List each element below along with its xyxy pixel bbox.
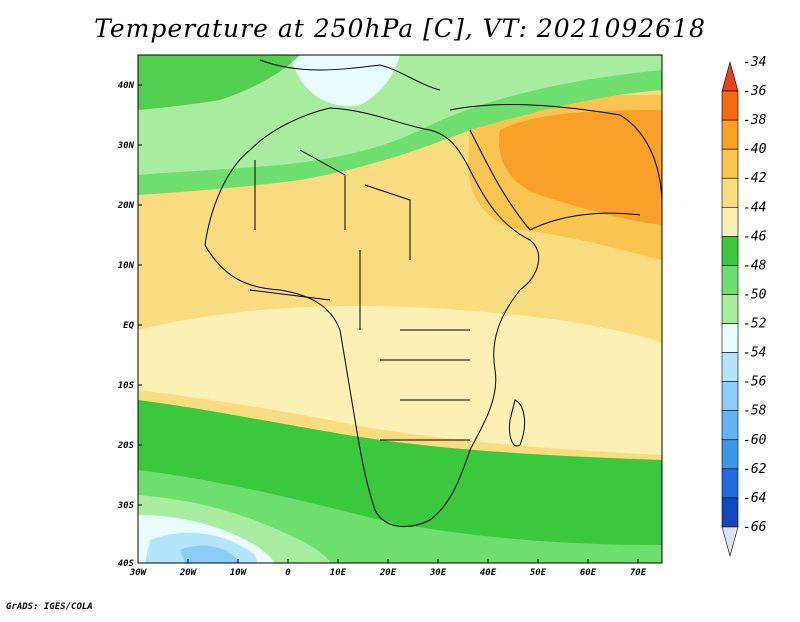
colorbar-label: -44 xyxy=(743,200,766,215)
coastlines xyxy=(204,59,662,528)
colorbar-swatch xyxy=(721,439,739,470)
lon-tick-label: 10W xyxy=(230,568,248,578)
colorbar-label: -58 xyxy=(743,404,767,419)
map-frame xyxy=(137,54,663,564)
colorbar-swatch xyxy=(721,90,739,121)
colorbar-swatch xyxy=(721,410,739,441)
colorbar-label: -42 xyxy=(743,171,767,186)
colorbar: -34 -36 -38 -40 -42 -44 -46 -48 -50 -52 -54 -56 -58 -… xyxy=(721,55,767,558)
lon-tick-label: 60E xyxy=(580,568,597,578)
colorbar-swatch xyxy=(721,497,739,528)
lon-tick-label: 20W xyxy=(179,568,198,578)
lat-tick-label: 10N xyxy=(118,261,135,271)
lat-tick-label: 40S xyxy=(118,559,135,569)
colorbar-swatch xyxy=(721,265,739,295)
temperature-field xyxy=(138,55,662,563)
colorbar-label: -48 xyxy=(743,258,767,273)
colorbar-swatch xyxy=(721,468,739,499)
colorbar-label: -36 xyxy=(743,84,767,99)
chart-title: Temperature at 250hPa [C], VT: 202109261… xyxy=(94,14,706,43)
colorbar-swatch xyxy=(721,323,739,353)
colorbar-label: -56 xyxy=(743,375,767,390)
lon-tick-label: 30W xyxy=(129,568,148,578)
lat-tick-label: 30N xyxy=(117,141,135,151)
lon-tick-label: 30E xyxy=(429,568,447,578)
colorbar-label: -54 xyxy=(743,346,766,361)
colorbar-label: -62 xyxy=(743,462,767,477)
lat-tick-label: 20N xyxy=(117,201,135,211)
colorbar-swatch xyxy=(721,352,739,382)
colorbar-label: -34 xyxy=(743,55,766,70)
colorbar-label: -40 xyxy=(743,142,767,157)
colorbar-swatch xyxy=(721,177,739,208)
colorbar-swatch xyxy=(721,236,739,266)
lat-tick-label: 30S xyxy=(117,501,135,511)
colorbar-label: -50 xyxy=(743,287,767,302)
colorbar-label: -60 xyxy=(743,433,767,448)
lon-tick-label: 0 xyxy=(285,568,291,578)
lon-tick-label: 50E xyxy=(530,568,547,578)
colorbar-label: -64 xyxy=(743,491,766,506)
lat-tick-label: 20S xyxy=(117,441,135,451)
colorbar-label: -66 xyxy=(743,520,767,535)
colorbar-bottom-arrow xyxy=(721,526,739,558)
colorbar-swatch xyxy=(721,148,739,179)
lat-tick-label: 40N xyxy=(118,81,135,91)
lat-tick-label: EQ xyxy=(123,321,134,331)
lon-tick-label: 40E xyxy=(480,568,497,578)
colorbar-label: -52 xyxy=(743,317,767,332)
colorbar-swatch xyxy=(721,206,739,237)
colorbar-label: -46 xyxy=(743,229,767,244)
lon-tick-label: 20E xyxy=(379,568,397,578)
grads-credit: GrADS: IGES/COLA xyxy=(6,602,93,612)
longitude-axis: 30W 20W 10W 0 10E 20E 30E 40E 50E 60E 70E xyxy=(129,559,647,578)
colorbar-swatch xyxy=(721,381,739,412)
lat-tick-label: 10S xyxy=(118,381,135,391)
lon-tick-label: 70E xyxy=(630,568,647,578)
colorbar-swatch xyxy=(721,294,739,324)
colorbar-swatch xyxy=(721,119,739,150)
lon-tick-label: 10E xyxy=(330,568,347,578)
colorbar-label: -38 xyxy=(743,113,767,128)
latitude-axis: 40N 30N 20N 10N EQ 10S 20S 30S 40S xyxy=(117,81,142,569)
colorbar-top-arrow xyxy=(721,60,739,92)
